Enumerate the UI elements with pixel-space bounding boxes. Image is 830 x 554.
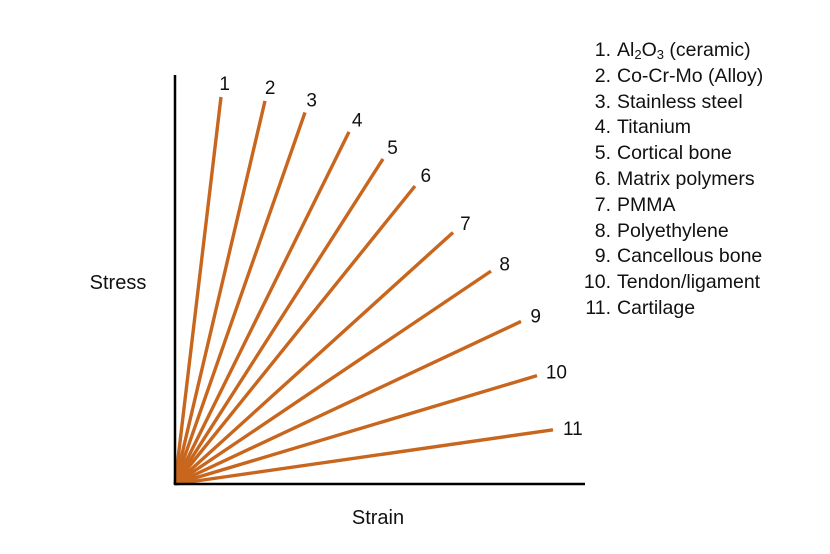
legend-item-number: 11. — [585, 296, 611, 319]
series-line-6 — [173, 184, 417, 486]
legend-item: 4. Titanium — [574, 115, 763, 141]
series-label-6: 6 — [420, 166, 431, 187]
legend-item: 11. Cartilage — [574, 296, 763, 322]
legend-item-text: Titanium — [617, 116, 692, 139]
series-line-9 — [174, 319, 522, 486]
series-label-8: 8 — [499, 254, 510, 275]
y-axis-title: Stress — [90, 272, 147, 294]
legend-item-number: 5. — [594, 142, 611, 165]
legend-item-text: Cartilage — [617, 296, 696, 319]
series-line-7 — [173, 231, 455, 486]
legend-item-number: 3. — [594, 90, 611, 113]
legend-item-text: Co-Cr-Mo (Alloy) — [617, 64, 764, 87]
series-label-10: 10 — [546, 363, 567, 384]
legend-item: 6. Matrix polymers — [574, 167, 763, 193]
series-label-11: 11 — [563, 419, 583, 440]
series-line-11 — [174, 428, 554, 486]
legend-item-number: 8. — [594, 219, 611, 242]
series-line-4 — [173, 131, 351, 485]
legend-item-text: Cancellous bone — [617, 245, 763, 268]
series-label-7: 7 — [460, 214, 471, 235]
series-label-2: 2 — [265, 78, 276, 99]
legend-item-text: Tendon/ligament — [617, 271, 761, 294]
x-axis-title: Strain — [352, 507, 404, 529]
series-lines — [173, 96, 554, 486]
legend-item-number: 2. — [594, 64, 611, 87]
legend-item: 5. Cortical bone — [574, 141, 763, 167]
series-number-labels: 1 2 3 4 5 6 7 8 9 10 11 — [219, 74, 582, 440]
series-line-5 — [173, 158, 385, 485]
legend-item: 3. Stainless steel — [574, 90, 763, 116]
series-line-10 — [174, 374, 538, 486]
series-line-8 — [174, 269, 492, 486]
legend-item-text: Stainless steel — [617, 90, 743, 113]
legend-item-number: 7. — [594, 193, 611, 216]
legend-item: 7. PMMA — [574, 193, 763, 219]
legend-item: 8. Polyethylene — [574, 219, 763, 245]
series-label-5: 5 — [387, 138, 398, 159]
legend-item: 10. Tendon/ligament — [574, 270, 763, 296]
legend-item: 1. Al2O3 (ceramic) — [574, 38, 763, 64]
legend-item-text: Al2O3 (ceramic) — [617, 39, 751, 62]
legend-item-text: PMMA — [617, 193, 676, 216]
series-label-4: 4 — [352, 110, 363, 131]
legend-item-text: Polyethylene — [617, 219, 729, 242]
series-line-1 — [173, 96, 223, 485]
legend: 1. Al2O3 (ceramic) 2. Co-Cr-Mo (Alloy) 3. S… — [574, 38, 763, 322]
legend-item: 2. Co-Cr-Mo (Alloy) — [574, 64, 764, 90]
legend-item-number: 1. — [594, 39, 611, 61]
legend-item-text: Matrix polymers — [617, 167, 755, 190]
series-label-3: 3 — [306, 90, 317, 111]
series-label-1: 1 — [219, 74, 230, 95]
legend-item-number: 9. — [594, 245, 611, 268]
legend-item-number: 4. — [594, 116, 611, 139]
legend-item-number: 6. — [594, 167, 611, 190]
legend-item-text: Cortical bone — [617, 142, 732, 165]
series-line-2 — [173, 100, 267, 485]
legend-item-number: 10. — [583, 271, 611, 294]
series-line-3 — [173, 111, 307, 485]
legend-item: 9. Cancellous bone — [574, 244, 763, 270]
series-label-9: 9 — [530, 307, 541, 328]
